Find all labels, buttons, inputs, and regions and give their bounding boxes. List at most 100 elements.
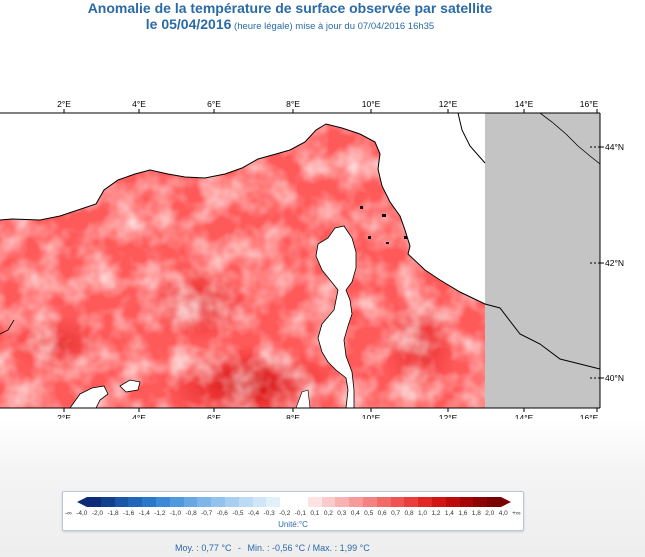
page-subtitle: le 05/04/2016 (heure légale) mise à jour…	[0, 16, 580, 35]
legend-color-cell	[404, 497, 419, 507]
legend-tick-label: -0,4	[247, 510, 260, 517]
legend-tick-label: -1,0	[169, 510, 182, 517]
ligurian-coast	[458, 113, 485, 163]
lon-label: 4°E	[132, 99, 146, 109]
legend-color-cell	[487, 497, 501, 507]
color-legend: -∞ -4,0 -2,0 -1,8 -1,6 -1,4 -1,2 -1,0 -0,8 -0,7 -0…	[62, 491, 524, 531]
date-label: le 05/04/2016	[145, 16, 232, 32]
legend-tick-label: -1,2	[154, 510, 166, 517]
legend-color-cell	[252, 497, 267, 507]
corsica-sardinia-island	[315, 225, 357, 408]
legend-color-cell	[390, 497, 405, 507]
legend-color-cell	[100, 497, 115, 507]
lon-label: 6°E	[207, 99, 221, 109]
coastline	[0, 123, 486, 305]
legend-color-cell	[362, 497, 377, 507]
legend-color-cell	[142, 497, 156, 507]
legend-tick-label: 1,2	[431, 510, 441, 517]
legend-tick-label: 0,3	[337, 510, 347, 517]
legend-tick-label: 0,2	[323, 510, 333, 517]
lon-label: 12°E	[439, 413, 458, 419]
legend-color-cell	[445, 497, 460, 507]
lon-label: 12°E	[439, 99, 458, 109]
legend-color-cell	[128, 497, 143, 507]
lon-label: 10°E	[362, 99, 381, 109]
island-small	[119, 379, 141, 393]
legend-color-cell	[307, 497, 322, 507]
legend-color-cell	[155, 497, 170, 507]
legend-tick-label: -0,1	[294, 510, 306, 517]
lon-label: 6°E	[207, 413, 221, 419]
legend-unit: Unité:°C	[278, 520, 308, 529]
legend-color-cell	[431, 497, 446, 507]
lat-label: 44°N	[605, 142, 624, 152]
legend-tick-label: -0,3	[263, 510, 275, 517]
legend-color-cell	[321, 497, 336, 507]
legend-tick-label: -0,8	[185, 510, 197, 517]
lon-label: 14°E	[515, 99, 534, 109]
mainland-landmass	[0, 113, 485, 304]
island-small	[295, 389, 311, 408]
lat-axis-right: 44°N 42°N 40°N	[590, 142, 624, 383]
islet	[386, 242, 389, 244]
sst-anomaly-map: 2°E 4°E 6°E 8°E 10°E 12°E 14°E 16°E 2°E …	[0, 99, 624, 419]
islet	[368, 236, 371, 239]
italy-masked-land	[485, 113, 600, 408]
legend-tick-label: 0,7	[391, 510, 401, 517]
islet	[382, 214, 386, 217]
legend-tick-label: -2,0	[91, 510, 104, 517]
lon-label: 10°E	[362, 413, 381, 419]
legend-arrow-low	[77, 497, 87, 507]
legend-tick-label: 0,1	[310, 510, 320, 517]
lon-label: 4°E	[132, 413, 146, 419]
legend-tick-labels: -∞ -4,0 -2,0 -1,8 -1,6 -1,4 -1,2 -1,0 -0,8 -0,7 -0…	[65, 510, 521, 517]
legend-color-cell	[335, 497, 350, 507]
map-frame-content	[0, 113, 600, 408]
legend-tick-label: 0,4	[350, 510, 360, 517]
legend-tick-label: -0,6	[216, 510, 228, 517]
legend-color-cell	[293, 497, 308, 507]
legend-tick-label: -4,0	[76, 510, 88, 517]
legend-color-cell	[349, 497, 363, 507]
legend-tick-label: -0,2	[279, 510, 291, 517]
lon-label: 16°E	[580, 99, 599, 109]
lon-label: 8°E	[286, 99, 300, 109]
legend-tick-label: 2,0	[485, 510, 495, 517]
lon-label: 2°E	[57, 413, 71, 419]
coastline	[539, 113, 600, 165]
legend-tick-label: -1,8	[107, 510, 119, 517]
legend-tick-label: 1,8	[471, 510, 481, 517]
legend-colorbar	[77, 497, 511, 507]
coastline	[0, 319, 15, 335]
legend-color-cell	[280, 497, 294, 507]
legend-tick-label: -0,5	[232, 510, 244, 517]
legend-color-cell	[418, 497, 432, 507]
legend-color-cell	[473, 497, 488, 507]
legend-tick-label: -1,6	[123, 510, 135, 517]
legend-tick-label: -∞	[65, 510, 72, 517]
update-label: (heure légale) mise à jour du 07/04/2016…	[231, 21, 435, 32]
legend-color-cell	[87, 497, 101, 507]
islet	[360, 206, 363, 209]
lon-label: 16°E	[580, 413, 599, 419]
legend-color-cell	[224, 497, 239, 507]
stat-separator: -	[237, 543, 241, 553]
legend-color-cell	[183, 497, 198, 507]
legend-arrow-high	[501, 497, 511, 507]
lon-axis-top: 2°E 4°E 6°E 8°E 10°E 12°E 14°E 16°E	[57, 99, 599, 113]
lat-label: 40°N	[605, 373, 624, 383]
legend-color-cell	[266, 497, 281, 507]
legend-color-cell	[376, 497, 391, 507]
lon-label: 2°E	[57, 99, 71, 109]
legend-tick-label: +∞	[512, 510, 521, 517]
page-title: Anomalie de la température de surface ob…	[87, 0, 493, 16]
legend-tick-label: -0,7	[201, 510, 213, 517]
stat-min-max: Min. : -0,56 °C / Max. : 1,99 °C	[247, 543, 370, 553]
legend-tick-label: 4,0	[498, 510, 508, 517]
legend-color-cell	[169, 497, 184, 507]
coastline	[484, 303, 600, 370]
islet	[404, 236, 407, 239]
coastline	[457, 113, 486, 164]
legend-tick-label: 0,8	[404, 510, 414, 517]
legend-color-cell	[459, 497, 474, 507]
